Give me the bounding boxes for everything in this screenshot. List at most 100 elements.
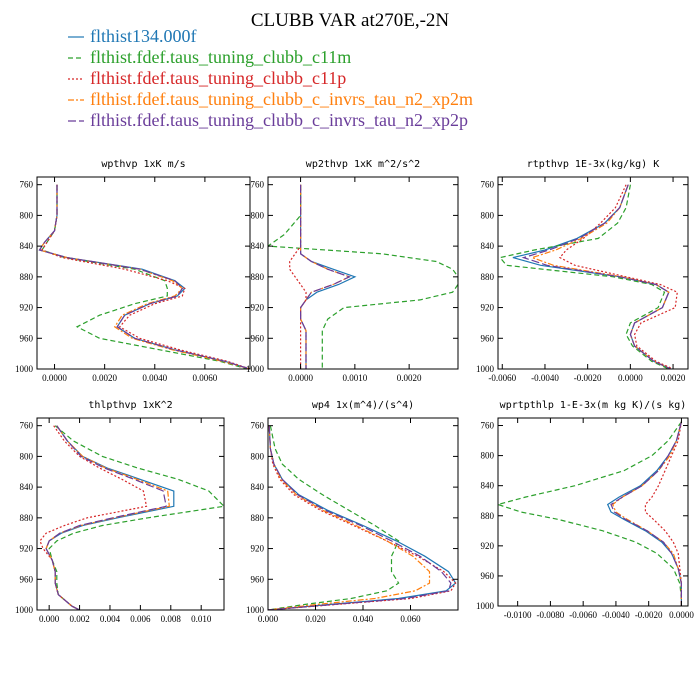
panel-title-2: rtpthvp 1E-3x(kg/kg) K	[527, 159, 659, 170]
panel-0-xlabel-3: 0.0060	[193, 373, 218, 383]
panel-5-ylabel-6: 1000	[476, 601, 495, 611]
panel-2-xlabel-3: 0.0000	[618, 373, 643, 383]
legend-label-0: flthist134.000f	[90, 26, 197, 46]
legend-label-3: flthist.fdef.taus_tuning_clubb_c_invrs_t…	[90, 89, 473, 109]
panel-2-series-3	[530, 184, 672, 369]
panel-2-ylabel-0: 760	[481, 180, 495, 190]
panel-5-ylabel-1: 800	[481, 451, 495, 461]
panel-5-series-3	[611, 421, 683, 606]
panel-1-ylabel-2: 840	[251, 241, 265, 251]
panel-4-series-4	[268, 425, 452, 610]
panel-3-series-1	[48, 425, 224, 610]
panel-1-ylabel-6: 1000	[246, 364, 265, 374]
panel-0-ylabel-4: 920	[20, 303, 34, 313]
panel-0-ylabel-3: 880	[20, 272, 34, 282]
panel-title-3: thlpthvp 1xK^2	[88, 400, 172, 411]
panel-title-1: wp2thvp 1xK m^2/s^2	[306, 159, 420, 170]
panel-2-xlabel-0: -0.0060	[488, 373, 516, 383]
panel-4-series-1	[268, 425, 400, 610]
panel-0-ylabel-2: 840	[20, 241, 34, 251]
panel-5-xlabel-4: -0.0020	[635, 610, 663, 620]
panel-3: thlpthvp 1xK^2 760 800 840 880 920 960 1000 0.00…	[15, 400, 225, 624]
panel-1-series-2	[289, 184, 307, 369]
panel-3-ylabel-5: 960	[20, 574, 34, 584]
panel-3-series-0	[45, 425, 175, 610]
panel-1-series-3	[300, 184, 351, 369]
panel-4-xlabel-3: 0.060	[400, 614, 421, 624]
panel-5-ylabel-5: 960	[481, 571, 495, 581]
panel-2-xlabel-4: 0.0020	[661, 373, 686, 383]
panel-4-ylabel-0: 760	[251, 421, 265, 431]
legend-label-2: flthist.fdef.taus_tuning_clubb_c11p	[90, 68, 346, 88]
panel-3-ylabel-0: 760	[20, 421, 34, 431]
panel-1: wp2thvp 1xK m^2/s^2 760 800 840 880 920 960 100…	[246, 159, 459, 383]
panel-3-xlabel-2: 0.004	[100, 614, 121, 624]
figure-title: CLUBB VAR at270E,-2N	[251, 10, 450, 31]
panel-4-xlabel-2: 0.040	[353, 614, 374, 624]
panel-2-ylabel-2: 840	[481, 241, 495, 251]
panel-title-0: wpthvp 1xK m/s	[101, 159, 185, 170]
panel-1-xlabel-1: 0.0010	[342, 373, 367, 383]
panel-0-ylabel-1: 800	[20, 210, 34, 220]
panel-4: wp4 1x(m^4)/(s^4)76080084088092096010000…	[246, 400, 459, 624]
panel-5-xlabel-3: -0.0040	[602, 610, 630, 620]
panel-2-series-0	[512, 184, 672, 369]
panel-4-xlabel-0: 0.000	[258, 614, 279, 624]
panels: wpthvp 1xK m/s 760 800 840 880 920 960 1000 0.00…	[15, 159, 694, 624]
panel-3-ylabel-6: 1000	[15, 605, 34, 615]
panel-5-xlabel-5: 0.0000	[669, 610, 694, 620]
panel-3-xlabel-0: 0.000	[39, 614, 60, 624]
panel-4-series-2	[268, 425, 457, 610]
panel-3-xlabel-4: 0.008	[161, 614, 182, 624]
panel-0-xlabel-2: 0.0040	[142, 373, 167, 383]
panel-4-ylabel-1: 800	[251, 451, 265, 461]
panel-1-xlabel-2: 0.0020	[397, 373, 422, 383]
panel-3-series-4	[45, 425, 167, 610]
panel-0-series-2	[41, 184, 250, 369]
panel-0-ylabel-6: 1000	[15, 364, 34, 374]
panel-frame-1	[267, 176, 459, 370]
panel-5-series-1	[498, 421, 683, 606]
panel-2-ylabel-3: 880	[481, 272, 495, 282]
panel-5-xlabel-2: -0.0060	[569, 610, 597, 620]
panel-2-ylabel-5: 960	[481, 333, 495, 343]
panel-3-ylabel-2: 840	[20, 482, 34, 492]
panel-1-series-4	[300, 184, 351, 369]
panel-3-ylabel-3: 880	[20, 513, 34, 523]
panel-1-ylabel-3: 880	[251, 272, 265, 282]
panel-5-xlabel-1: -0.0080	[537, 610, 565, 620]
legend: flthist134.000fflthist.fdef.taus_tuning_…	[68, 26, 473, 130]
panel-title-5: wprtpthlp 1-E-3x(m kg K)/(s kg)	[500, 400, 687, 411]
panel-3-xlabel-5: 0.010	[191, 614, 212, 624]
panel-4-ylabel-5: 960	[251, 574, 265, 584]
panel-1-ylabel-5: 960	[251, 333, 265, 343]
panel-4-series-3	[268, 425, 431, 610]
panel-1-ylabel-4: 920	[251, 303, 265, 313]
panel-2: rtpthvp 1E-3x(kg/kg) K 760 800 840 880 920 960…	[476, 159, 689, 383]
panel-frame-3	[36, 417, 225, 611]
panel-1-xlabel-0: 0.0000	[288, 373, 313, 383]
panel-1-ylabel-0: 760	[251, 180, 265, 190]
panel-1-ylabel-1: 800	[251, 210, 265, 220]
legend-label-1: flthist.fdef.taus_tuning_clubb_c11m	[90, 47, 351, 67]
panel-0-series-4	[38, 184, 250, 369]
panel-3-ylabel-4: 920	[20, 544, 34, 554]
panel-2-series-1	[499, 184, 670, 369]
panel-1-series-1	[268, 184, 458, 369]
panel-0-xlabel-1: 0.0020	[92, 373, 117, 383]
panel-2-ylabel-6: 1000	[476, 364, 495, 374]
panel-1-series-0	[300, 184, 357, 369]
panel-0-series-1	[41, 184, 248, 369]
panel-5-series-4	[610, 421, 683, 606]
panel-5-ylabel-3: 880	[481, 511, 495, 521]
panel-5-ylabel-2: 840	[481, 481, 495, 491]
panel-3-xlabel-3: 0.006	[130, 614, 151, 624]
panel-4-xlabel-1: 0.020	[305, 614, 326, 624]
panel-title-4: wp4 1x(m^4)/(s^4)	[312, 400, 414, 411]
panel-2-xlabel-2: -0.0020	[574, 373, 602, 383]
panel-0: wpthvp 1xK m/s 760 800 840 880 920 960 1000 0.00…	[15, 159, 251, 383]
panel-2-ylabel-4: 920	[481, 303, 495, 313]
panel-4-ylabel-2: 840	[251, 482, 265, 492]
panel-5-series-2	[644, 421, 683, 606]
